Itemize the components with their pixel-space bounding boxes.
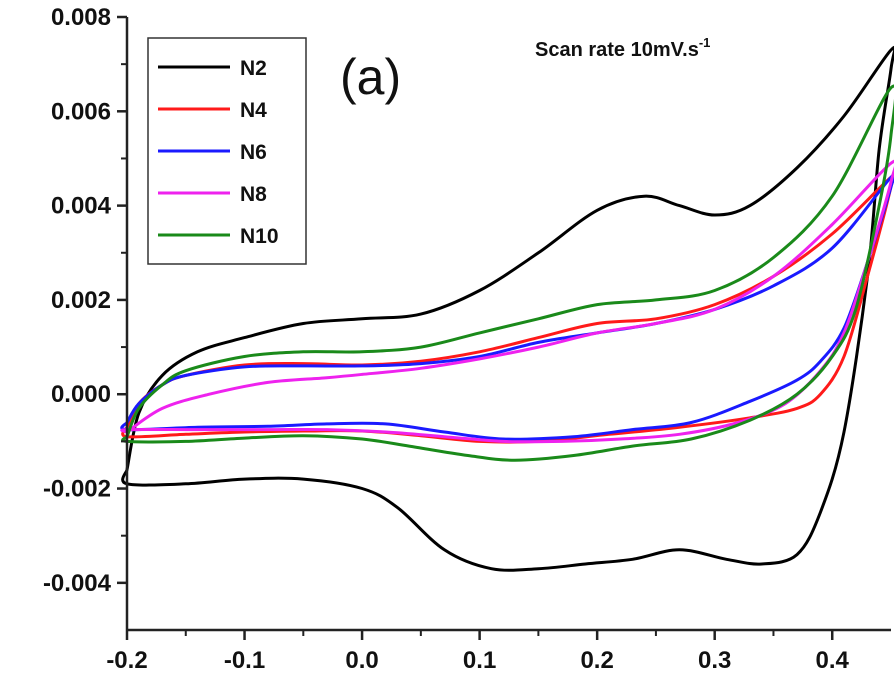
legend-label-n8: N8 [240, 183, 267, 206]
series-n10-curve [121, 84, 894, 462]
legend-label-n2: N2 [240, 57, 267, 80]
panel-label: (a) [340, 49, 401, 105]
y-tick-label: 0.008 [51, 4, 111, 31]
scan-rate-superscript: -1 [699, 35, 711, 50]
legend: N2 N4 N6 N8 N10 [147, 37, 307, 265]
y-tick-label: -0.002 [43, 476, 111, 503]
scan-rate-text: Scan rate 10mV.s [535, 39, 699, 61]
y-tick-label: -0.004 [43, 570, 112, 597]
x-tick-label: -0.1 [224, 647, 265, 674]
axes-layer [125, 17, 891, 632]
y-tick-label: 0.004 [51, 193, 112, 220]
series-layer [120, 45, 894, 572]
x-tick-label: 0.4 [816, 647, 850, 674]
x-tick-label: 0.0 [345, 647, 378, 674]
ticks-layer: -0.2 -0.1 0.0 0.1 0.2 0.3 0.4 0.008 0.006 0.004 0.… [43, 4, 850, 674]
x-tick-label: -0.2 [106, 647, 147, 674]
series-n8-curve [120, 159, 894, 444]
y-tick-label: 0.002 [51, 287, 111, 314]
legend-label-n10: N10 [240, 225, 279, 248]
legend-label-n6: N6 [240, 141, 267, 164]
x-tick-label: 0.2 [580, 647, 613, 674]
scan-rate-annotation: Scan rate 10mV.s-1 [535, 35, 710, 61]
series-n2-curve [121, 45, 894, 572]
y-tick-label: 0.006 [51, 98, 111, 125]
x-tick-label: 0.1 [463, 647, 496, 674]
x-tick-label: 0.3 [698, 647, 731, 674]
y-tick-label: 0.000 [51, 381, 111, 408]
legend-label-n4: N4 [240, 99, 267, 122]
